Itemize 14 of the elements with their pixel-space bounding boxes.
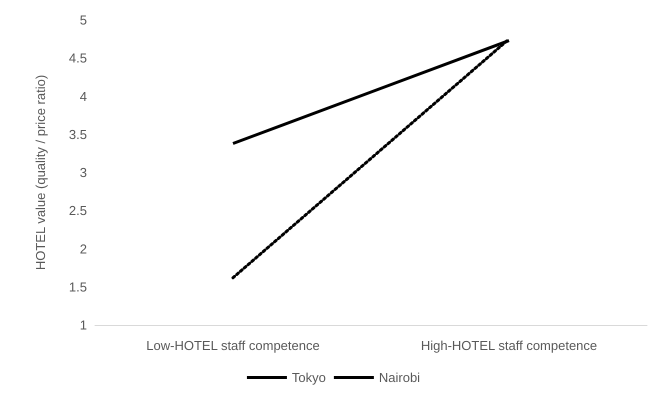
y-tick-label: 4.5	[68, 50, 87, 66]
y-axis-title: HOTEL value (quality / price ratio)	[33, 74, 48, 270]
y-tick-label: 4	[80, 88, 87, 104]
legend-label: Nairobi	[378, 370, 420, 385]
x-tick-label: High-HOTEL staff competence	[420, 338, 598, 353]
x-tick-label: Low-HOTEL staff competence	[146, 338, 320, 353]
y-tick-label: 1	[80, 318, 87, 332]
y-tick-label: 2.5	[68, 203, 87, 218]
legend-label: Tokyo	[292, 370, 326, 385]
y-tick-label: 3.5	[68, 126, 87, 142]
y-tick-label: 3	[80, 165, 87, 180]
y-tick-label: 5	[80, 12, 87, 28]
y-tick-label: 1.5	[68, 279, 87, 294]
y-tick-label: 2	[80, 241, 87, 256]
